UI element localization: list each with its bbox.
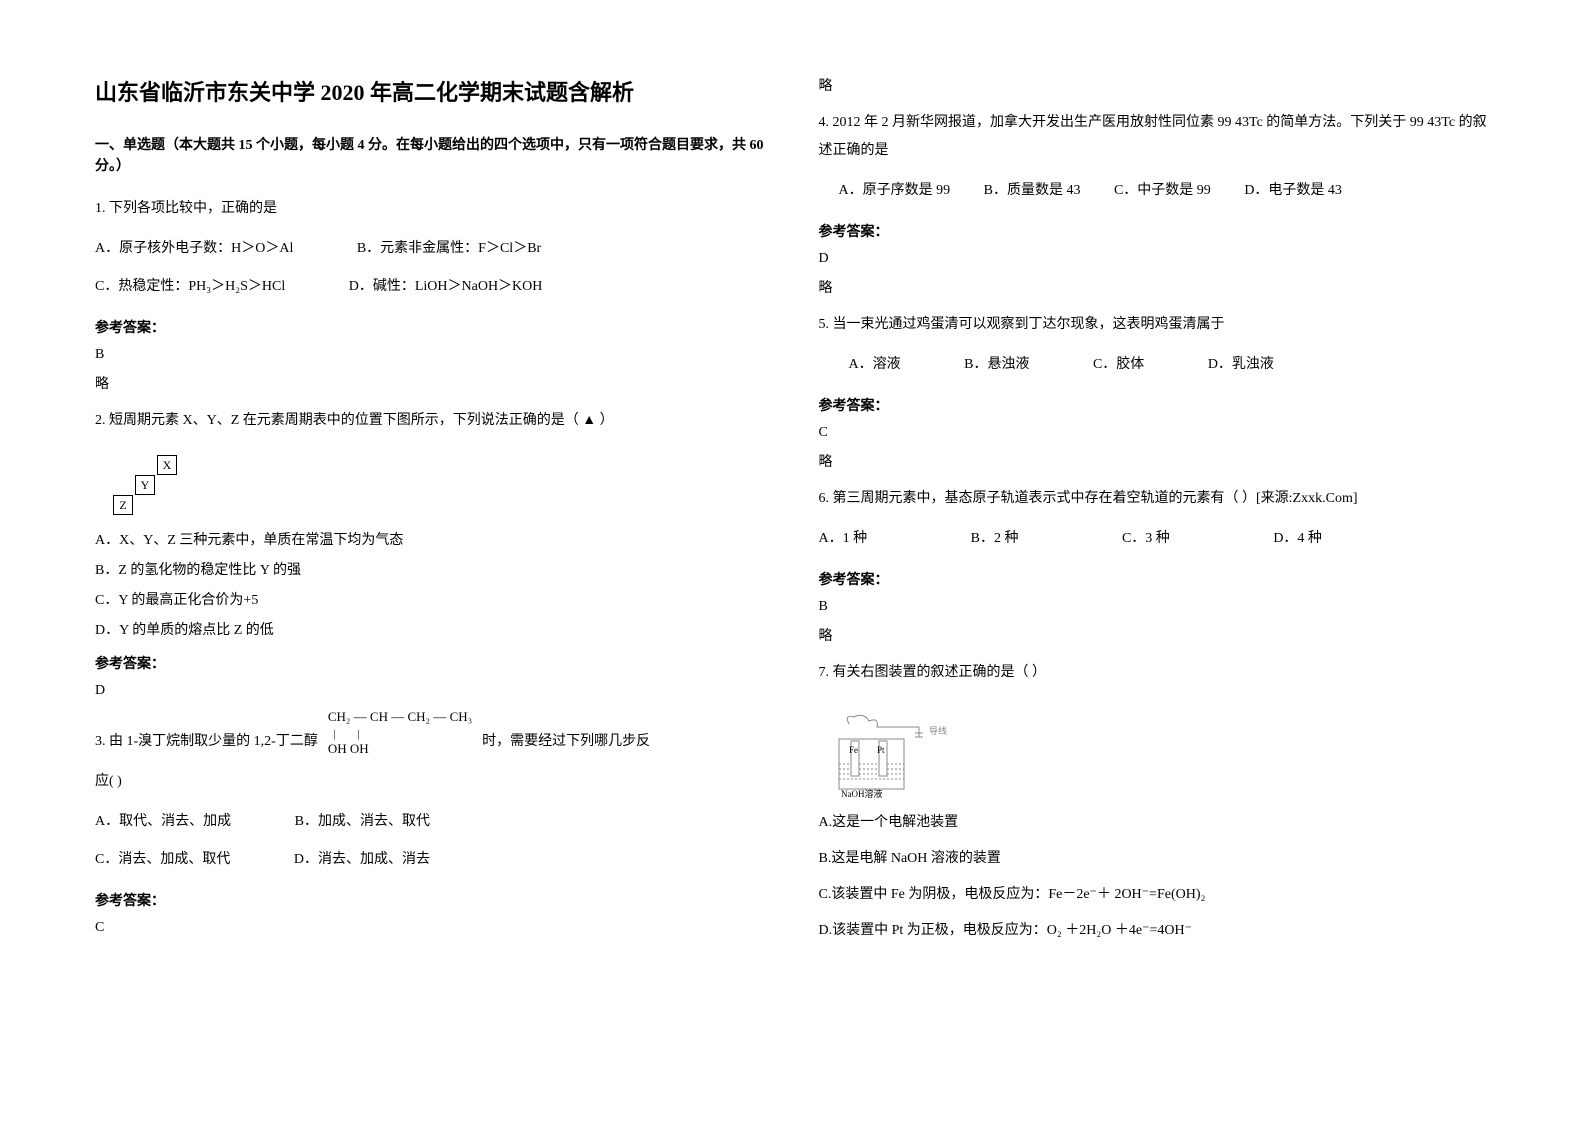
q5-option-b: B．悬浊液 — [964, 351, 1029, 379]
q6-options: A．1 种 B．2 种 C．3 种 D．4 种 — [819, 525, 1493, 553]
q1-option-b: B．元素非金属性：F＞Cl＞Br — [357, 235, 541, 263]
q3-stem-a: 3. 由 1-溴丁烷制取少量的 1,2-丁二醇 — [95, 728, 318, 756]
q4-stem: 4. 2012 年 2 月新华网报道，加拿大开发出生产医用放射性同位素 99 4… — [819, 109, 1493, 165]
q4-note: 略 — [819, 277, 1493, 297]
q2-option-d: D．Y 的单质的熔点比 Z 的低 — [95, 617, 769, 645]
right-column: 略 4. 2012 年 2 月新华网报道，加拿大开发出生产医用放射性同位素 99… — [819, 75, 1493, 1047]
q3-option-b: B．加成、消去、取代 — [295, 808, 430, 836]
q4-answer: D — [819, 251, 1493, 267]
q3-option-c: C．消去、加成、取代 — [95, 846, 230, 874]
q7-diagram: 导线 Fe Pt NaOH溶液 — [829, 709, 944, 799]
q7-option-b: B.这是电解 NaOH 溶液的装置 — [819, 845, 1493, 873]
q3-stem-c: 应( ) — [95, 768, 769, 796]
q4-option-b: B．质量数是 43 — [984, 177, 1081, 205]
document-title: 山东省临沂市东关中学 2020 年高二化学期末试题含解析 — [95, 75, 769, 107]
q2-option-b: B．Z 的氢化物的稳定性比 Y 的强 — [95, 557, 769, 585]
q5-options: A．溶液 B．悬浊液 C．胶体 D．乳浊液 — [819, 351, 1493, 379]
q6-option-d: D．4 种 — [1273, 525, 1322, 553]
q3-options-row2: C．消去、加成、取代 D．消去、加成、消去 — [95, 846, 769, 874]
q1-stem: 1. 下列各项比较中，正确的是 — [95, 195, 769, 223]
q2-diagram: X Y Z — [113, 455, 769, 515]
q7-option-c: C.该装置中 Fe 为阴极，电极反应为：Fe－2e⁻＋ 2OH⁻=Fe(OH)₂ — [819, 881, 1493, 909]
q4-option-d: D．电子数是 43 — [1244, 177, 1342, 205]
q7-options: A.这是一个电解池装置 B.这是电解 NaOH 溶液的装置 C.该装置中 Fe … — [819, 809, 1493, 947]
q3-stem-b: 时，需要经过下列哪几步反 — [482, 728, 650, 756]
q1-note: 略 — [95, 373, 769, 393]
q3-answer: C — [95, 920, 769, 936]
q6-option-c: C．3 种 — [1122, 525, 1170, 553]
q2-option-a: A．X、Y、Z 三种元素中，单质在常温下均为气态 — [95, 527, 769, 555]
q2-stem: 2. 短周期元素 X、Y、Z 在元素周期表中的位置下图所示，下列说法正确的是（ … — [95, 407, 769, 435]
q3-option-d: D．消去、加成、消去 — [294, 846, 430, 874]
q5-stem: 5. 当一束光通过鸡蛋清可以观察到丁达尔现象，这表明鸡蛋清属于 — [819, 311, 1493, 339]
q6-option-b: B．2 种 — [971, 525, 1019, 553]
q5-option-c: C．胶体 — [1093, 351, 1144, 379]
q5-option-d: D．乳浊液 — [1208, 351, 1274, 379]
q3-stem-line1: 3. 由 1-溴丁烷制取少量的 1,2-丁二醇 CH₂ — CH — CH₂ —… — [95, 709, 769, 756]
q2-answer-label: 参考答案： — [95, 653, 769, 673]
q5-answer: C — [819, 425, 1493, 441]
q2-option-c: C．Y 的最高正化合价为+5 — [95, 587, 769, 615]
q5-answer-label: 参考答案： — [819, 395, 1493, 415]
q5-note: 略 — [819, 451, 1493, 471]
q3-formula: CH₂ — CH — CH₂ — CH₃ | | OH OH — [328, 709, 472, 756]
q7-wire-label: 导线 — [929, 725, 947, 736]
q1-options-row2: C．热稳定性：PH₃＞H₂S＞HCl D．碱性：LiOH＞NaOH＞KOH — [95, 273, 769, 301]
q3-options-row1: A．取代、消去、加成 B．加成、消去、取代 — [95, 808, 769, 836]
q2-options: A．X、Y、Z 三种元素中，单质在常温下均为气态 B．Z 的氢化物的稳定性比 Y… — [95, 527, 769, 647]
q2-box-y: Y — [135, 475, 155, 495]
q6-option-a: A．1 种 — [819, 525, 868, 553]
q1-answer: B — [95, 347, 769, 363]
q7-option-d: D.该装置中 Pt 为正极，电极反应为：O₂ ＋2H₂O ＋4e⁻=4OH⁻ — [819, 917, 1493, 945]
q4-options: A．原子序数是 99 B．质量数是 43 C．中子数是 99 D．电子数是 43 — [819, 177, 1493, 205]
q1-options-row1: A．原子核外电子数：H＞O＞Al B．元素非金属性：F＞Cl＞Br — [95, 235, 769, 263]
left-column: 山东省临沂市东关中学 2020 年高二化学期末试题含解析 一、单选题（本大题共 … — [95, 75, 769, 1047]
q6-note: 略 — [819, 625, 1493, 645]
section-intro: 一、单选题（本大题共 15 个小题，每小题 4 分。在每小题给出的四个选项中，只… — [95, 135, 769, 177]
q2-box-x: X — [157, 455, 177, 475]
q4-option-a: A．原子序数是 99 — [839, 177, 951, 205]
q3-formula-top: CH₂ — CH — CH₂ — CH₃ — [328, 709, 472, 724]
q3-option-a: A．取代、消去、加成 — [95, 808, 231, 836]
q4-option-c: C．中子数是 99 — [1114, 177, 1211, 205]
q3-formula-bot: OH OH — [328, 741, 369, 756]
q2-box-z: Z — [113, 495, 133, 515]
q7-pt-label: Pt — [877, 745, 885, 755]
q1-option-d: D．碱性：LiOH＞NaOH＞KOH — [349, 273, 543, 301]
q6-answer: B — [819, 599, 1493, 615]
q6-stem: 6. 第三周期元素中，基态原子轨道表示式中存在着空轨道的元素有（ ）[来源:Zx… — [819, 485, 1493, 513]
q3-note: 略 — [819, 75, 1493, 95]
q4-answer-label: 参考答案： — [819, 221, 1493, 241]
q3-answer-label: 参考答案： — [95, 890, 769, 910]
q7-option-a: A.这是一个电解池装置 — [819, 809, 1493, 837]
q1-option-c: C．热稳定性：PH₃＞H₂S＞HCl — [95, 273, 285, 301]
q2-answer: D — [95, 683, 769, 699]
q7-solution-label: NaOH溶液 — [841, 788, 883, 799]
q7-stem: 7. 有关右图装置的叙述正确的是（ ） — [819, 659, 1493, 687]
q7-fe-label: Fe — [849, 745, 858, 755]
q1-option-a: A．原子核外电子数：H＞O＞Al — [95, 235, 293, 263]
q6-answer-label: 参考答案： — [819, 569, 1493, 589]
q5-option-a: A．溶液 — [849, 351, 901, 379]
q1-answer-label: 参考答案： — [95, 317, 769, 337]
